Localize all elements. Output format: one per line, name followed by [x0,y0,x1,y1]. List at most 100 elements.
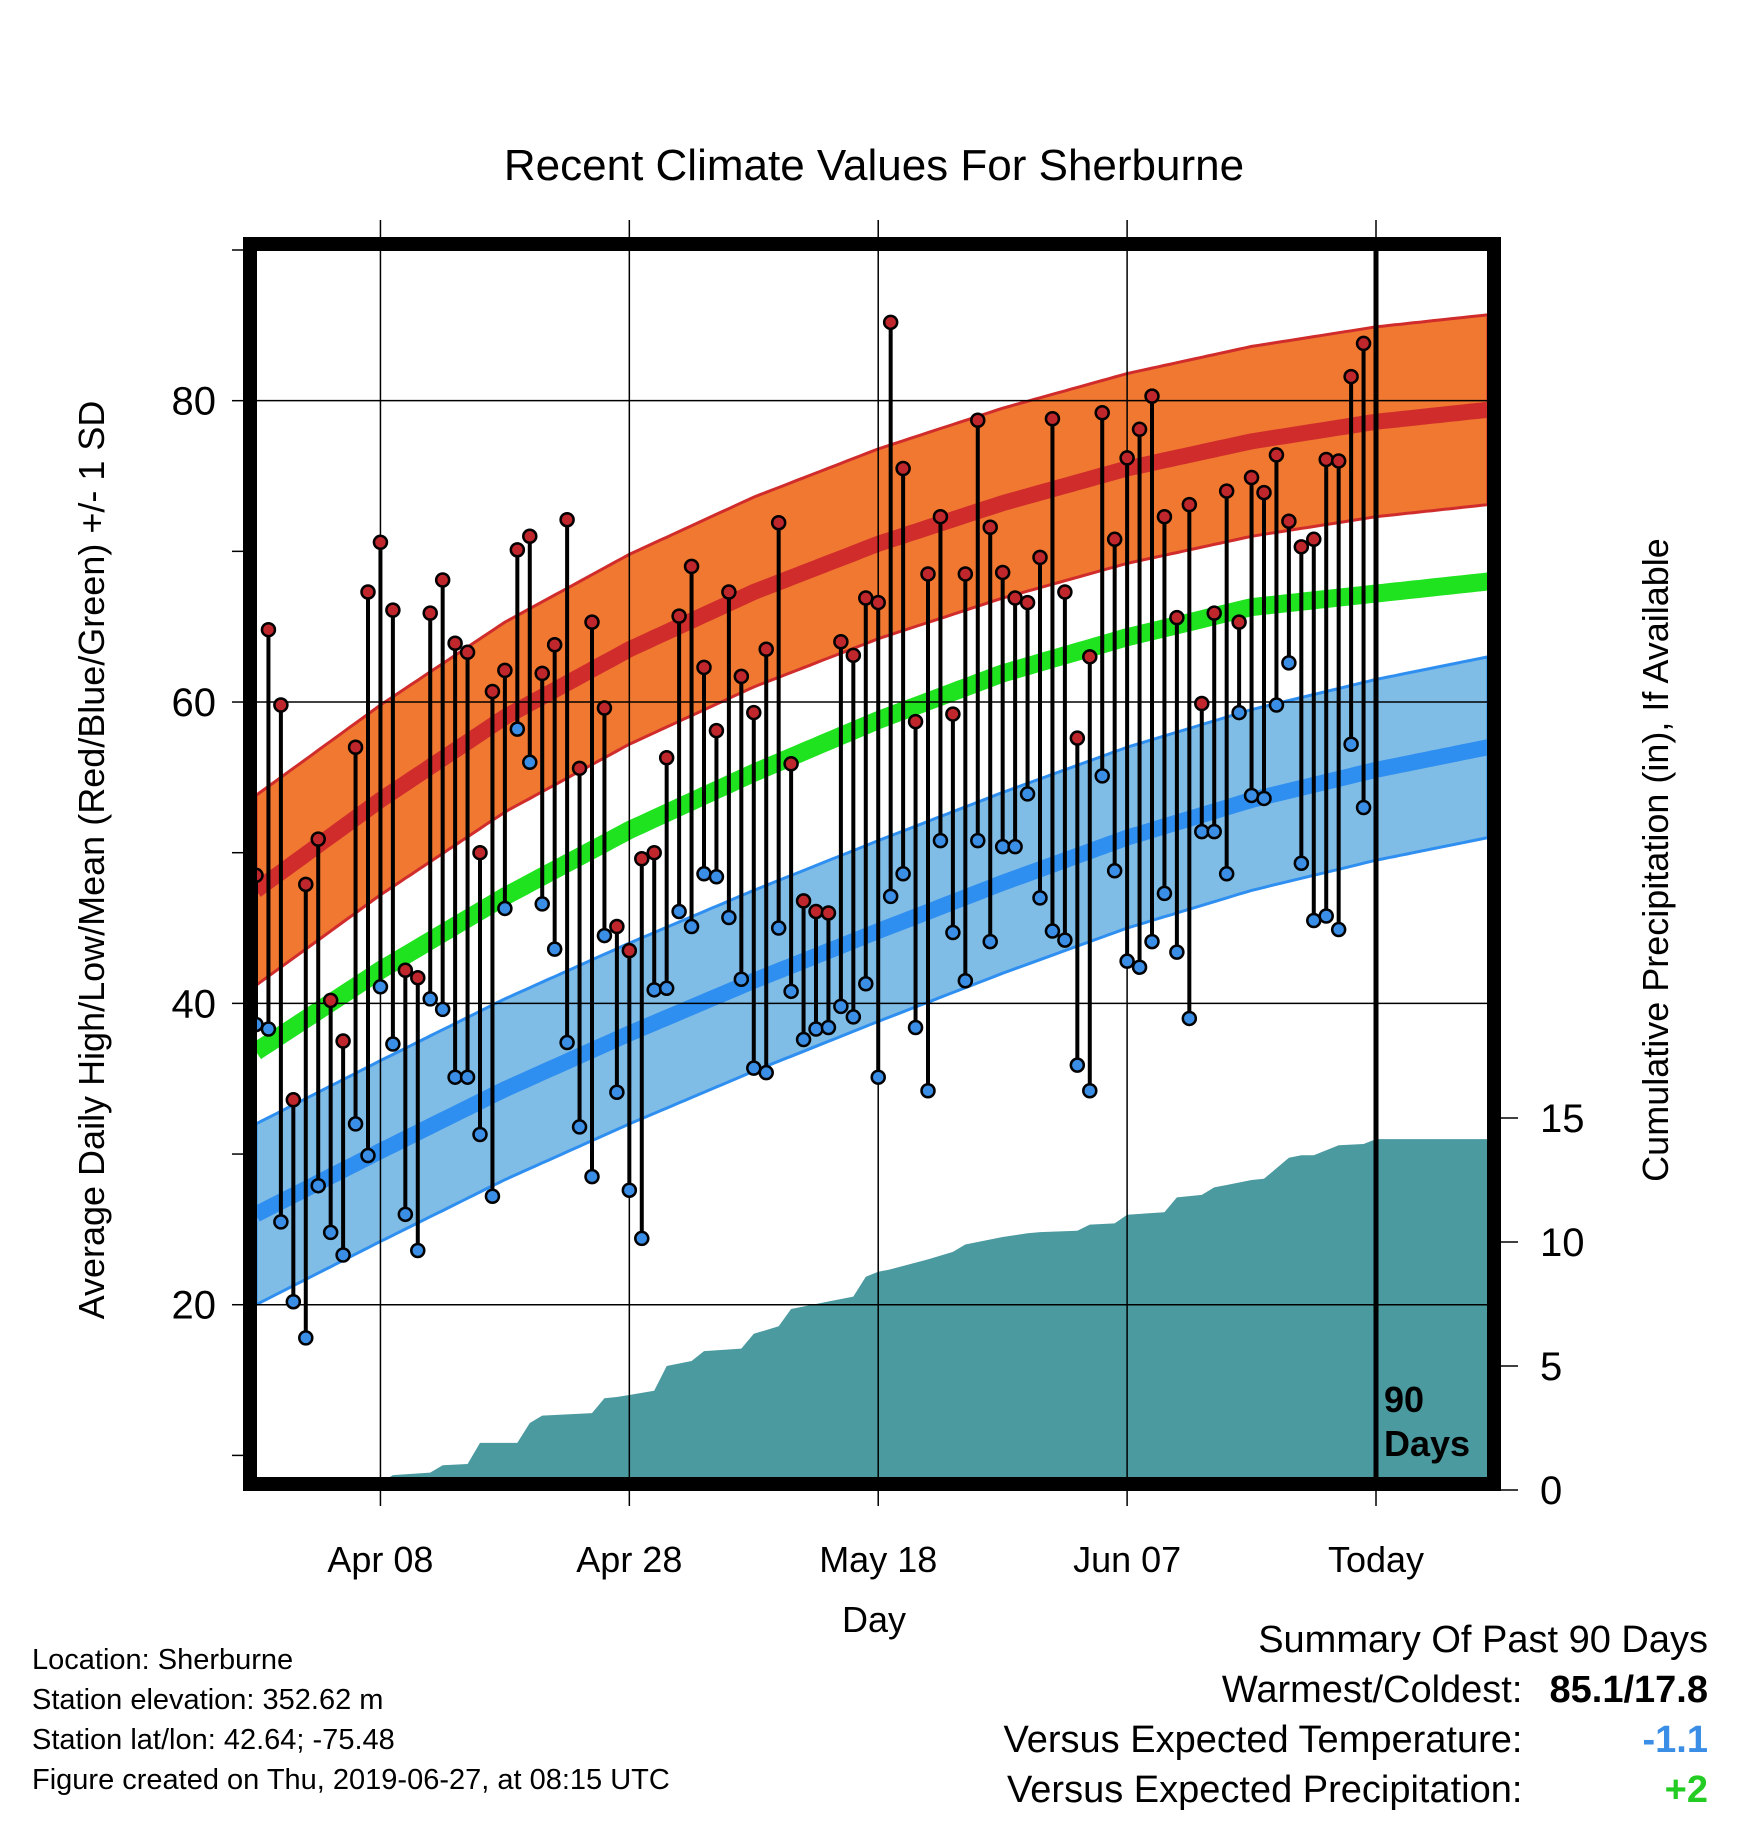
y2-tick-label: 5 [1540,1345,1562,1389]
high-point [322,992,339,1009]
low-point [298,1330,314,1346]
high-sd-band [256,313,1488,988]
high-point [497,662,513,679]
low-point [970,832,986,849]
low-normal-line [256,739,1488,1222]
low-point [1007,838,1023,855]
high-point [410,970,426,986]
low-point [397,1206,414,1223]
low-point [808,1021,824,1037]
high-point [534,665,550,682]
low-point [708,869,725,885]
low-point [858,976,874,992]
low-point [770,920,787,936]
high-point [795,893,812,909]
high-point [1181,496,1198,513]
high-point [1343,368,1359,385]
high-point [708,722,725,739]
high-point [932,508,949,525]
y-axis-label: Average Daily High/Low/Mean (Red/Blue/Gr… [71,401,112,1320]
high-point [845,647,862,664]
low-point [1206,823,1222,840]
high-point [472,844,488,861]
low-point [571,1119,588,1135]
latlon-text: Station lat/lon: 42.64; -75.48 [32,1724,395,1756]
warmest-label: Warmest/Coldest: [1221,1669,1523,1711]
low-point [534,896,550,912]
low-point [1268,697,1285,713]
precip-value: +2 [1664,1769,1708,1811]
x-axis-label: Day [842,1599,906,1640]
high-point [522,528,538,545]
temp-value: -1.1 [1642,1719,1708,1761]
high-point [1206,605,1222,621]
low-point [621,1182,638,1198]
y-tick-label: 20 [172,1284,217,1328]
high-point [596,700,613,716]
high-point [385,602,401,618]
low-point [385,1036,401,1052]
low-point [285,1293,302,1310]
low-point [920,1083,936,1099]
high-point [658,750,675,766]
high-point [422,605,438,621]
low-point [484,1188,501,1204]
low-point [721,909,737,926]
high-point [646,844,662,861]
y2-tick-label: 0 [1540,1469,1562,1513]
high-point [721,584,737,600]
high-point [683,558,700,575]
high-point [1268,447,1285,463]
high-point [372,534,389,551]
low-point [273,1214,289,1230]
high-point [484,683,501,700]
days-annotation-line: 90 [1384,1379,1424,1420]
low-point [945,924,961,941]
high-point [1057,584,1073,600]
low-point [1181,1010,1198,1027]
elevation-text: Station elevation: 352.62 m [32,1684,384,1716]
low-point [609,1084,625,1101]
high-point [970,412,986,429]
days-annotation: 90 Days [1384,1379,1470,1464]
station-info: Location: Sherburne Station elevation: 3… [32,1640,670,1800]
low-point [335,1247,351,1263]
low-point [907,1019,924,1036]
low-point [1318,908,1334,924]
high-point [1231,614,1247,630]
low-point [1032,890,1048,906]
low-point [422,991,438,1007]
high-point [546,637,563,653]
low-point [696,866,712,882]
high-point [982,519,998,535]
low-point [1106,863,1123,879]
high-point [1032,549,1048,566]
y2-axis-label: Cumulative Precipitation (in), If Availa… [1635,538,1676,1182]
low-point [646,982,662,998]
low-point [1231,704,1247,721]
high-point [1256,484,1272,501]
low-point [434,1001,451,1018]
summary-heading: Summary Of Past 90 Days [1258,1619,1708,1661]
high-point [783,756,799,772]
low-point [372,979,389,995]
low-point [347,1116,364,1132]
high-point [434,572,451,588]
high-point [1281,513,1297,529]
high-point [895,460,911,477]
high-point [1169,609,1185,626]
high-point [310,831,326,847]
low-point [982,933,998,950]
axes: 20 40 60 80 Apr 08 Apr 28 May 18 Jun 07 Today 0 5 1… [172,220,1585,1580]
high-point [1044,411,1061,427]
high-point [945,706,961,722]
high-point [1069,730,1086,746]
high-point [1082,649,1098,665]
high-point [882,314,899,331]
high-point [459,644,476,661]
low-point [260,1021,277,1037]
high-point [1218,483,1235,499]
low-point [459,1069,476,1085]
warmest-row: Warmest/Coldest: 85.1/17.8 [1004,1665,1708,1715]
